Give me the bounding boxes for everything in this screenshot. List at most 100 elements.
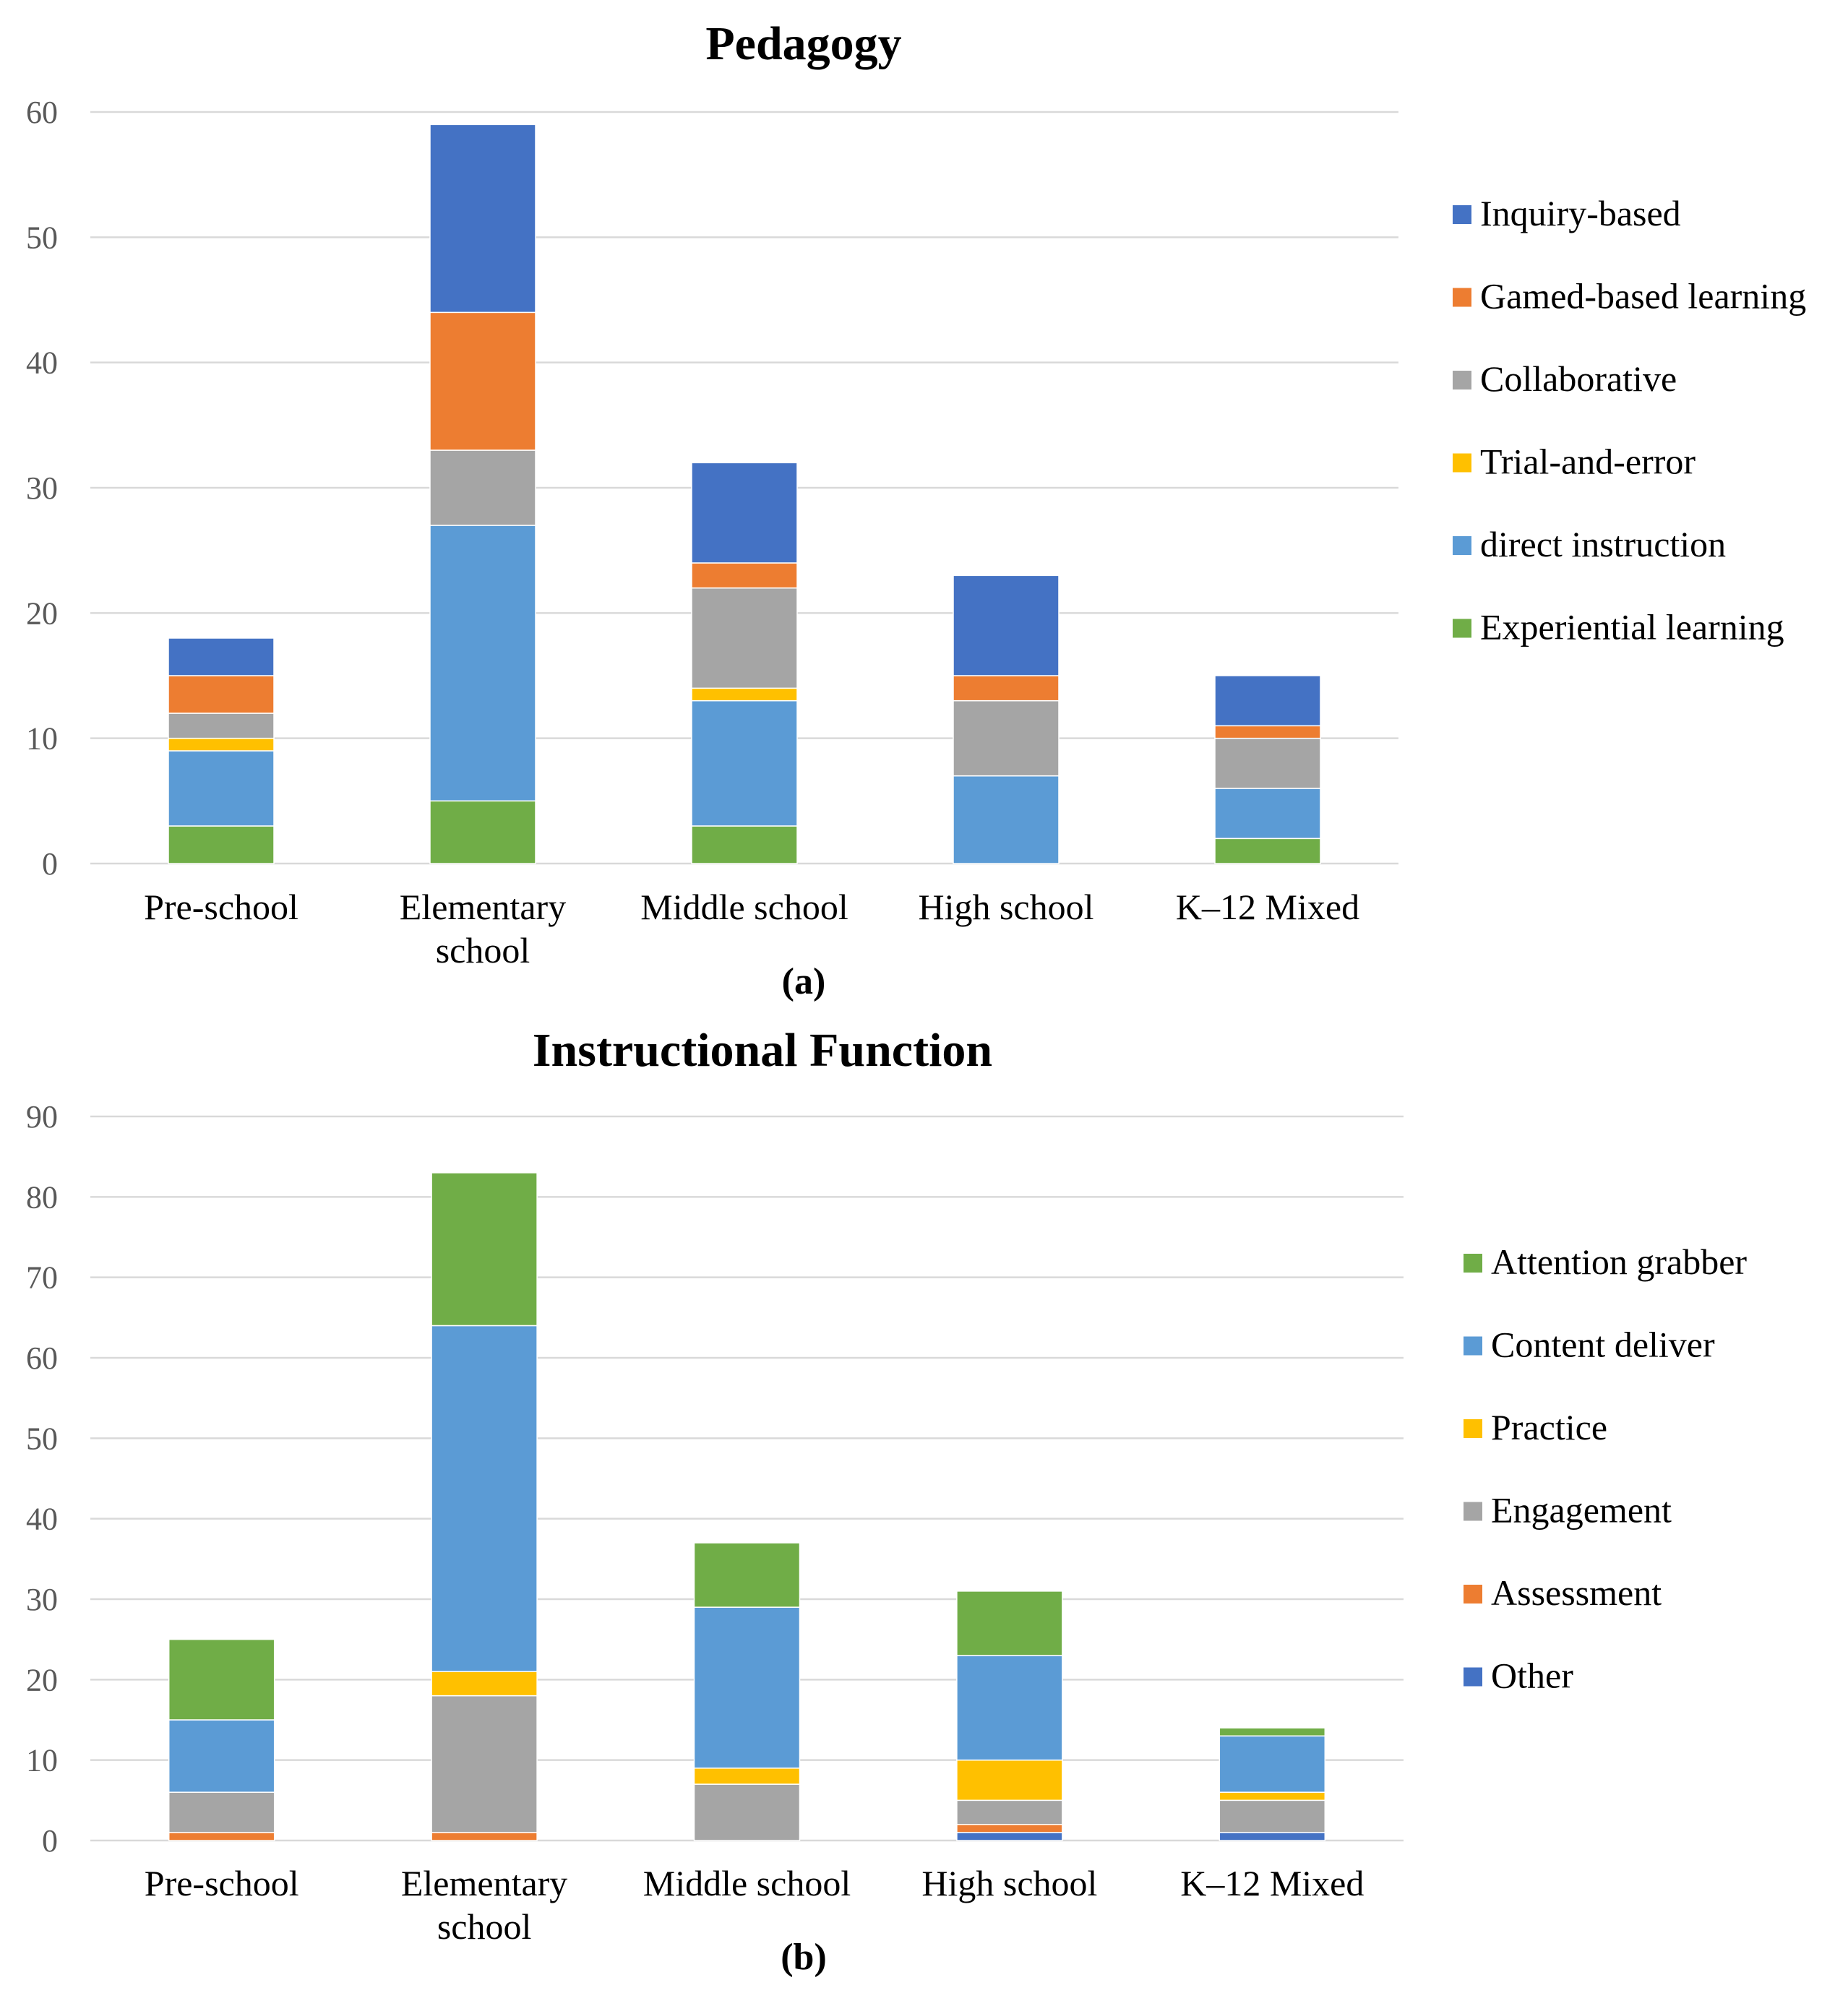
bar-segment-experiential-learning bbox=[429, 800, 536, 864]
bar-segment-practice bbox=[693, 1768, 801, 1785]
bar-segment-attention-grabber bbox=[1219, 1727, 1326, 1737]
y-tick-label: 50 bbox=[26, 1421, 58, 1456]
legend-label-attention-grabber: Attention grabber bbox=[1491, 1241, 1747, 1282]
legend-label-trial-and-error: Trial-and-error bbox=[1480, 442, 1696, 482]
x-category-label: Elementary bbox=[400, 887, 566, 927]
y-tick-label: 10 bbox=[26, 1743, 58, 1778]
pedagogy-chart: Pedagogy 0 10 20 30 40 50 60 Pre-school Elementar… bbox=[26, 17, 1806, 1002]
bar-segment-other bbox=[956, 1832, 1063, 1841]
bar-segment-collaborative bbox=[1214, 737, 1321, 789]
bar-segment-practice bbox=[1219, 1791, 1326, 1801]
legend-swatch-content-deliver bbox=[1464, 1336, 1482, 1356]
bar-segment-content-deliver bbox=[168, 1719, 275, 1793]
bar-segment-inquiry-based bbox=[168, 637, 275, 676]
bar-segment-gamed-based-learning bbox=[168, 675, 275, 714]
y-tick-label: 30 bbox=[26, 1582, 58, 1617]
legend-swatch-practice bbox=[1464, 1419, 1482, 1438]
chart-caption: (b) bbox=[781, 1937, 827, 1978]
y-tick-label: 30 bbox=[26, 470, 58, 506]
y-tick-label: 60 bbox=[26, 1340, 58, 1376]
bar-segment-collaborative bbox=[691, 587, 798, 689]
bar-segment-engagement bbox=[1219, 1799, 1326, 1833]
bar-segment-inquiry-based bbox=[429, 124, 536, 314]
legend-swatch-assessment bbox=[1464, 1585, 1482, 1603]
y-tick-label: 80 bbox=[26, 1179, 58, 1215]
bar-segment-direct-instruction bbox=[168, 750, 275, 827]
bar-segment-practice bbox=[956, 1759, 1063, 1801]
bar-segment-collaborative bbox=[953, 699, 1060, 777]
legend-label-content-deliver: Content deliver bbox=[1491, 1325, 1715, 1365]
bar-segment-engagement bbox=[693, 1783, 801, 1841]
bar-segment-trial-and-error bbox=[168, 737, 275, 752]
x-category-label: High school bbox=[921, 1863, 1097, 1903]
bar-segment-attention-grabber bbox=[693, 1542, 801, 1608]
y-tick-label: 0 bbox=[42, 1823, 58, 1859]
bar-segment-assessment bbox=[956, 1823, 1063, 1833]
x-category-label: Elementary bbox=[401, 1863, 567, 1903]
bar-segment-practice bbox=[431, 1671, 538, 1697]
bar-segment-content-deliver bbox=[693, 1606, 801, 1769]
bar-segment-direct-instruction bbox=[691, 699, 798, 827]
bar-segment-content-deliver bbox=[956, 1655, 1063, 1761]
legend-swatch-direct-instruction bbox=[1453, 536, 1471, 555]
bar-segment-gamed-based-learning bbox=[691, 562, 798, 589]
bar-segment-gamed-based-learning bbox=[429, 311, 536, 451]
bar-segment-experiential-learning bbox=[168, 825, 275, 864]
legend-swatch-collaborative bbox=[1453, 371, 1471, 389]
bar-segment-attention-grabber bbox=[168, 1638, 275, 1721]
bar-segment-trial-and-error bbox=[691, 687, 798, 702]
legend-label-inquiry-based: Inquiry-based bbox=[1480, 193, 1681, 233]
legend-label-collaborative: Collaborative bbox=[1480, 358, 1677, 399]
x-category-label: Middle school bbox=[640, 887, 848, 927]
x-category-label: Pre-school bbox=[144, 887, 298, 927]
bar-segment-other bbox=[1219, 1832, 1326, 1841]
legend-label-other: Other bbox=[1491, 1656, 1573, 1696]
bar-segment-direct-instruction bbox=[953, 775, 1060, 864]
legend-label-practice: Practice bbox=[1491, 1407, 1607, 1447]
legend-swatch-other bbox=[1464, 1667, 1482, 1687]
bar-segment-gamed-based-learning bbox=[953, 675, 1060, 702]
legend-label-direct-instruction: direct instruction bbox=[1480, 524, 1726, 564]
legend-swatch-inquiry-based bbox=[1453, 205, 1471, 224]
y-tick-label: 40 bbox=[26, 1502, 58, 1537]
bar-segment-attention-grabber bbox=[431, 1172, 538, 1327]
legend-swatch-engagement bbox=[1464, 1502, 1482, 1521]
legend-swatch-experiential-learning bbox=[1453, 619, 1471, 638]
legend-swatch-trial-and-error bbox=[1453, 453, 1471, 473]
y-tick-label: 0 bbox=[42, 846, 58, 882]
y-tick-label: 60 bbox=[26, 95, 58, 130]
bar-segment-inquiry-based bbox=[953, 574, 1060, 676]
x-category-label: K–12 Mixed bbox=[1176, 887, 1359, 927]
bar-segment-engagement bbox=[431, 1695, 538, 1833]
x-category-label: Middle school bbox=[643, 1863, 851, 1903]
y-tick-label: 50 bbox=[26, 220, 58, 255]
bar-segment-content-deliver bbox=[1219, 1735, 1326, 1793]
legend-label-assessment: Assessment bbox=[1491, 1572, 1662, 1613]
legend-swatch-gamed-based-learning bbox=[1453, 288, 1471, 307]
instructional-function-chart: Instructional Function 0 10 20 30 40 50 60 70 80 9… bbox=[26, 1024, 1747, 1978]
y-tick-label: 40 bbox=[26, 345, 58, 381]
x-category-label: K–12 Mixed bbox=[1180, 1863, 1364, 1903]
y-tick-label: 90 bbox=[26, 1099, 58, 1135]
bar-segment-inquiry-based bbox=[691, 462, 798, 564]
legend-label-engagement: Engagement bbox=[1491, 1490, 1672, 1531]
legend-label-gamed-based-learning: Gamed-based learning bbox=[1480, 276, 1806, 317]
y-tick-label: 70 bbox=[26, 1260, 58, 1296]
x-category-label: High school bbox=[918, 887, 1093, 927]
x-category-label: Pre-school bbox=[145, 1863, 299, 1903]
y-tick-label: 20 bbox=[26, 595, 58, 631]
bar-segment-assessment bbox=[168, 1832, 275, 1841]
bar-segment-experiential-learning bbox=[1214, 838, 1321, 864]
y-tick-label: 10 bbox=[26, 721, 58, 757]
bar-segment-direct-instruction bbox=[429, 525, 536, 802]
legend-label-experiential-learning: Experiential learning bbox=[1480, 607, 1784, 647]
chart-title: Instructional Function bbox=[533, 1024, 992, 1077]
bar-segment-attention-grabber bbox=[956, 1590, 1063, 1656]
x-category-label: school bbox=[437, 1906, 532, 1947]
bar-segment-engagement bbox=[956, 1799, 1063, 1825]
bar-segment-content-deliver bbox=[431, 1325, 538, 1672]
legend-swatch-attention-grabber bbox=[1464, 1254, 1482, 1273]
bar-segment-gamed-based-learning bbox=[1214, 725, 1321, 739]
bar-segment-inquiry-based bbox=[1214, 675, 1321, 727]
